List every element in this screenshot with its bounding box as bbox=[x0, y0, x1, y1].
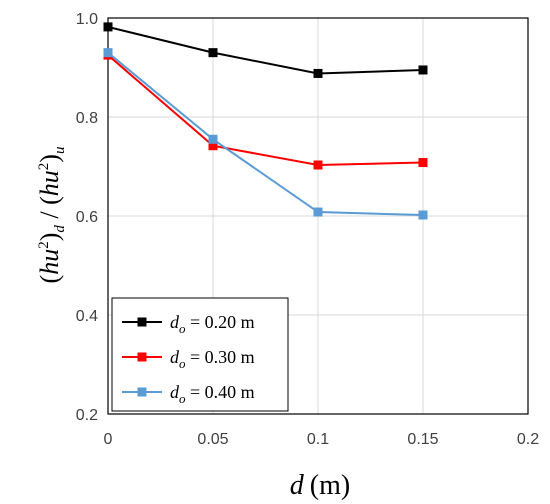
legend-label: do = 0.20 m bbox=[170, 312, 255, 336]
series-2 bbox=[103, 50, 428, 170]
legend-swatch-marker bbox=[137, 352, 147, 362]
legend: do = 0.20 m do = 0.30 m do = 0.40 m bbox=[111, 297, 289, 412]
y-tick-label: 0.4 bbox=[76, 308, 98, 325]
data-point bbox=[418, 65, 428, 75]
x-tick-label: 0.15 bbox=[407, 431, 438, 448]
data-point bbox=[103, 48, 113, 58]
x-axis-title-unit: (m) bbox=[310, 470, 350, 501]
data-point bbox=[418, 158, 428, 168]
legend-swatch-marker bbox=[137, 387, 147, 397]
series-1 bbox=[103, 22, 428, 78]
series-layer bbox=[103, 22, 428, 220]
y-tick-label: 0.6 bbox=[76, 209, 98, 226]
data-point bbox=[313, 68, 323, 78]
y-axis-title: (hu2)d / (hu2)u bbox=[35, 147, 68, 284]
legend-label: do = 0.40 m bbox=[170, 382, 255, 406]
series-line bbox=[107, 25, 424, 75]
y-tick-labels: 0.2 0.4 0.6 0.8 1.0 bbox=[76, 11, 98, 424]
data-point bbox=[208, 141, 218, 151]
y-tick-label: 0.2 bbox=[76, 407, 98, 424]
series-line bbox=[107, 51, 424, 217]
data-point bbox=[103, 22, 113, 32]
series-3 bbox=[103, 48, 428, 220]
legend-item: do = 0.40 m bbox=[122, 382, 255, 406]
legend-swatch-marker bbox=[137, 317, 147, 327]
data-point bbox=[418, 210, 428, 220]
x-tick-label: 0.2 bbox=[517, 431, 539, 448]
x-tick-label: 0.05 bbox=[197, 431, 228, 448]
legend-item: do = 0.20 m bbox=[122, 312, 255, 336]
x-axis-title: d (m) bbox=[290, 470, 350, 501]
x-axis-title-var: d bbox=[290, 470, 305, 501]
series-line bbox=[107, 54, 424, 167]
data-point bbox=[313, 207, 323, 217]
legend-label: do = 0.30 m bbox=[170, 347, 255, 371]
data-point bbox=[208, 134, 218, 144]
y-tick-label: 0.8 bbox=[76, 110, 98, 127]
data-point bbox=[208, 48, 218, 58]
data-point bbox=[313, 160, 323, 170]
plot-area bbox=[107, 17, 529, 415]
x-tick-labels: 0 0.05 0.1 0.15 0.2 bbox=[104, 431, 540, 448]
y-tick-label: 1.0 bbox=[76, 11, 98, 28]
legend-item: do = 0.30 m bbox=[122, 347, 255, 371]
x-tick-label: 0 bbox=[104, 431, 113, 448]
x-tick-label: 0.1 bbox=[307, 431, 329, 448]
